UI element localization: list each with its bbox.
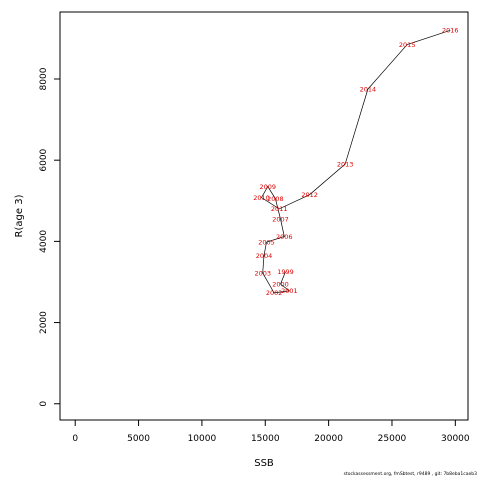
point-label-2003: 2003 <box>254 269 271 277</box>
x-tick-label: 15000 <box>251 434 280 444</box>
y-tick-label: 0 <box>39 401 49 407</box>
point-label-2016: 2016 <box>442 27 459 35</box>
point-label-1999: 1999 <box>277 268 294 276</box>
y-axis: 0 2000 4000 6000 8000 <box>39 67 61 407</box>
point-label-2010: 2010 <box>253 194 270 202</box>
point-label-2009: 2009 <box>260 183 277 191</box>
y-axis-title: R(age 3) <box>14 194 25 237</box>
x-tick-label: 0 <box>72 434 78 444</box>
point-label-2007: 2007 <box>272 215 289 223</box>
point-label-2000: 2000 <box>272 280 289 288</box>
x-tick-label: 10000 <box>188 434 217 444</box>
y-tick-label: 6000 <box>39 148 49 171</box>
point-label-2015: 2015 <box>399 41 416 49</box>
point-label-2014: 2014 <box>360 85 377 93</box>
y-tick-label: 4000 <box>39 230 49 253</box>
point-label-2005: 2005 <box>258 238 275 246</box>
point-label-2008: 2008 <box>267 195 284 203</box>
x-tick-label: 30000 <box>441 434 470 444</box>
point-label-2001: 2001 <box>281 287 298 295</box>
point-label-2004: 2004 <box>256 252 273 260</box>
x-axis: 0 5000 10000 15000 20000 25000 30000 <box>72 419 470 444</box>
x-tick-label: 25000 <box>378 434 407 444</box>
plot-frame <box>59 11 469 421</box>
point-label-2002: 2002 <box>266 289 283 297</box>
y-tick-label: 8000 <box>39 67 49 90</box>
x-axis-title: SSB <box>254 458 274 469</box>
x-tick-label: 20000 <box>314 434 343 444</box>
point-label-2013: 2013 <box>337 161 354 169</box>
series-line <box>261 29 451 294</box>
point-label-2006: 2006 <box>276 233 293 241</box>
y-tick-label: 2000 <box>39 311 49 334</box>
x-tick-label: 5000 <box>127 434 150 444</box>
point-label-2012: 2012 <box>301 191 318 199</box>
footer-credit: stockassessment.org, fmSbtest, r9489 , g… <box>343 472 477 477</box>
point-label-2011: 2011 <box>271 205 288 213</box>
